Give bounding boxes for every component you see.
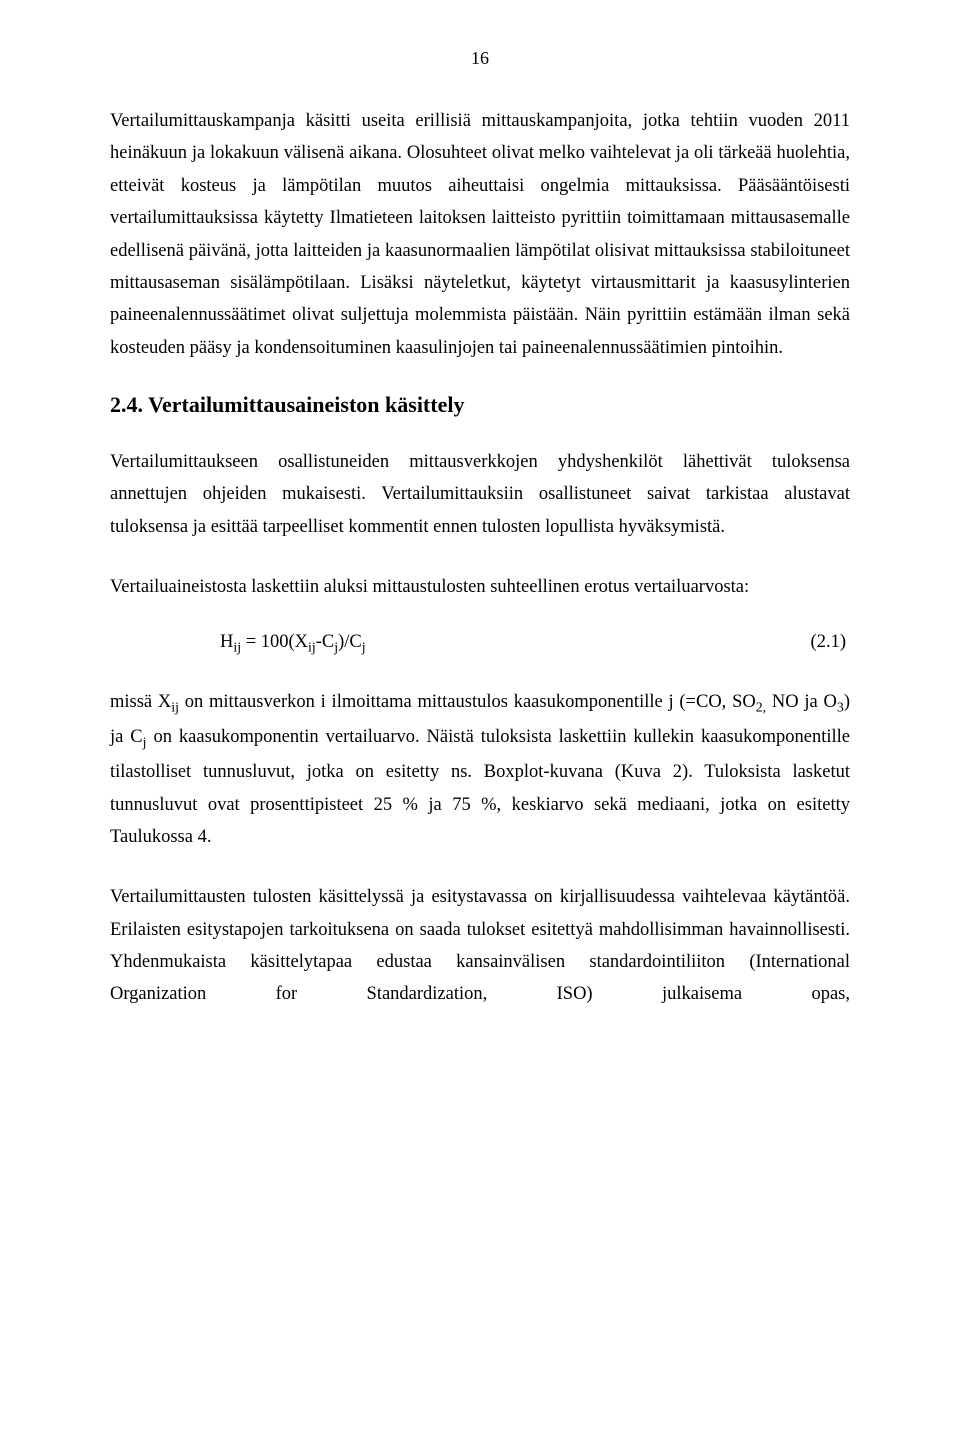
- section-heading-2-4: 2.4. Vertailumittausaineiston käsittely: [110, 392, 850, 418]
- p4-mid1: on mittausverkon i ilmoittama mittaustul…: [179, 692, 756, 712]
- eq-lhs-sub: ij: [233, 640, 241, 655]
- paragraph-2: Vertailumittaukseen osallistuneiden mitt…: [110, 446, 850, 543]
- equation-expression: Hij = 100(Xij-Cj)/Cj: [110, 632, 366, 657]
- equation-2-1: Hij = 100(Xij-Cj)/Cj (2.1): [110, 632, 850, 657]
- eq-mid2: -C: [316, 632, 335, 652]
- eq-mid3: )/C: [338, 632, 362, 652]
- page-number: 16: [110, 48, 850, 69]
- eq-rhs-sub: j: [362, 640, 366, 655]
- p4-prefix: missä X: [110, 692, 171, 712]
- p4-sub-2: 2,: [756, 701, 766, 716]
- paragraph-1: Vertailumittauskampanja käsitti useita e…: [110, 105, 850, 364]
- p4-sub-3: 3: [837, 701, 844, 716]
- eq-lhs: H: [220, 632, 233, 652]
- paragraph-3: Vertailuaineistosta laskettiin aluksi mi…: [110, 571, 850, 603]
- equation-number: (2.1): [811, 632, 850, 653]
- p4-mid2: NO ja O: [766, 692, 837, 712]
- eq-mid-sub: ij: [308, 640, 316, 655]
- paragraph-4: missä Xij on mittausverkon i ilmoittama …: [110, 686, 850, 853]
- p4-tail: on kaasukomponentin vertailuarvo. Näistä…: [110, 727, 850, 847]
- eq-eq: = 100(X: [241, 632, 308, 652]
- p4-sub-ij: ij: [171, 701, 179, 716]
- paragraph-5: Vertailumittausten tulosten käsittelyssä…: [110, 881, 850, 1011]
- page: 16 Vertailumittauskampanja käsitti useit…: [0, 0, 960, 1446]
